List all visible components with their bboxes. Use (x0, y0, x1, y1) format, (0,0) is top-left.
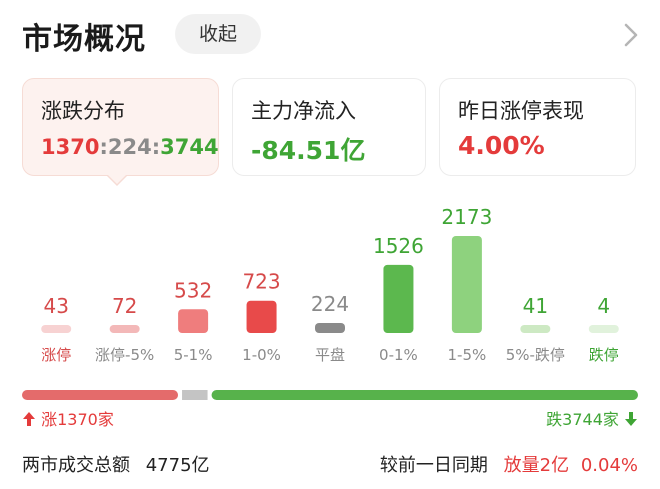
bar-category-label: 1-0% (242, 346, 281, 364)
bar-2 (178, 309, 209, 333)
net-inflow-value: -84.51亿 (251, 136, 366, 165)
bar-1 (109, 325, 140, 333)
bar-value-label: 41 (523, 294, 548, 318)
compare-percent: 0.04% (580, 455, 638, 476)
bar-category-label: 5%-跌停 (506, 346, 565, 364)
bar-value-label: 224 (311, 292, 349, 316)
bar-value-label: 532 (174, 278, 212, 302)
bar-value-label: 1526 (373, 234, 424, 258)
rise-count-label: 涨1370家 (22, 406, 114, 430)
fall-count-label: 跌3744家 (546, 406, 638, 430)
bar-value-label: 723 (242, 270, 280, 294)
down-count: 3744 (160, 135, 219, 159)
card-pointer-fill (107, 174, 127, 184)
ratio-separator: : (151, 135, 161, 159)
bar-category-label: 0-1% (379, 346, 418, 364)
card-title: 涨跌分布 (41, 99, 125, 123)
turnover-label: 两市成交总额 (22, 455, 130, 476)
distribution-up-segment (22, 390, 179, 400)
bar-category-label: 涨停-5% (95, 346, 154, 364)
bar-5 (383, 264, 414, 333)
collapse-button[interactable]: 收起 (175, 14, 261, 54)
card-yesterday-limit-up[interactable]: 昨日涨停表现 4.00% (439, 78, 636, 176)
bar-value-label: 72 (112, 294, 137, 318)
bar-3 (246, 300, 277, 333)
bar-value-label: 4 (597, 294, 610, 318)
chevron-right-icon[interactable] (622, 22, 640, 48)
bar-category-label: 5-1% (174, 346, 213, 364)
rise-fall-bar-chart: 43 涨停 72 涨停-5% 532 5-1% 723 1-0% 224 平盘 1526 0-1% 21… (41, 205, 619, 364)
arrow-up-icon (23, 412, 35, 426)
bar-7 (520, 325, 551, 333)
card-rise-fall-distribution[interactable]: 涨跌分布 1370:224:3744 (22, 78, 219, 176)
turnover-value: 4775亿 (145, 455, 210, 476)
bar-8 (588, 325, 619, 333)
compare-label: 较前一日同期 (379, 455, 488, 476)
arrow-down-icon (625, 412, 637, 426)
page-title: 市场概况 (22, 22, 146, 57)
flat-count: 224 (107, 135, 152, 159)
turnover-comparison: 较前一日同期 放量2亿 0.04% (380, 451, 638, 477)
bar-category-label: 涨停 (41, 346, 71, 364)
bar-6 (451, 236, 482, 333)
rise-fall-ratio: 1370:224:3744 (41, 135, 219, 159)
distribution-bar (22, 390, 638, 400)
compare-change: 放量2亿 (503, 455, 570, 476)
header: 市场概况 收起 (0, 0, 660, 72)
bar-category-label: 平盘 (315, 346, 345, 364)
bar-value-label: 43 (43, 294, 68, 318)
card-main-net-inflow[interactable]: 主力净流入 -84.51亿 (232, 78, 426, 176)
card-title: 昨日涨停表现 (458, 99, 584, 123)
bar-4 (315, 323, 345, 333)
bar-category-label: 跌停 (589, 346, 619, 364)
distribution-down-segment (211, 390, 638, 400)
bar-value-label: 2173 (441, 205, 492, 229)
card-title: 主力净流入 (251, 99, 356, 123)
turnover-summary: 两市成交总额 4775亿 (22, 451, 210, 477)
bar-0 (41, 325, 72, 333)
bar-category-label: 1-5% (448, 346, 487, 364)
ratio-separator: : (99, 135, 108, 159)
limit-up-performance-value: 4.00% (458, 131, 545, 160)
distribution-flat-segment (182, 390, 208, 400)
up-count: 1370 (41, 135, 100, 159)
